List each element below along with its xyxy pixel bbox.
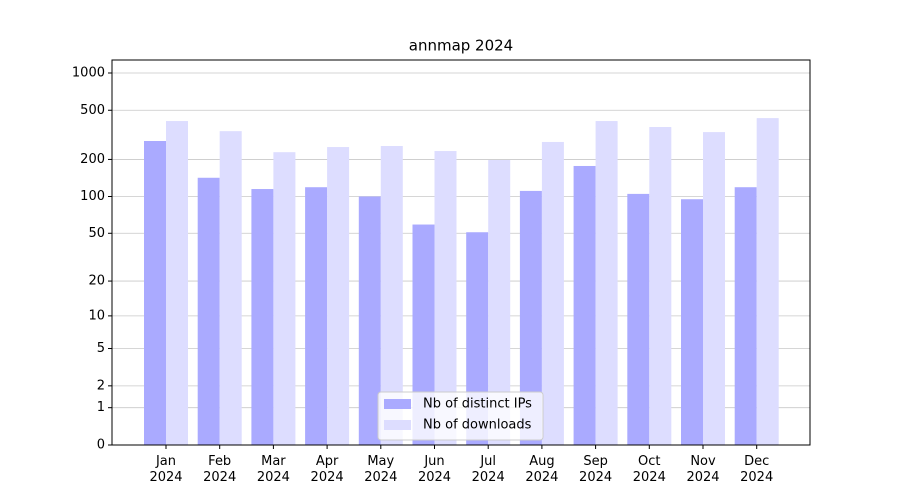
plot-frame [111, 59, 811, 446]
bar [541, 141, 564, 446]
y-tick-label: 5 [97, 341, 105, 356]
y-tick-label: 20 [88, 274, 105, 289]
bar [273, 152, 296, 445]
x-tick-label: Aug 2024 [525, 454, 558, 485]
legend-swatch [384, 420, 411, 430]
bar [595, 121, 618, 445]
bar [627, 193, 650, 445]
bar [434, 151, 457, 445]
bar [412, 224, 435, 445]
bar [358, 196, 381, 445]
x-tick-label: Jul 2024 [472, 454, 505, 485]
x-tick-label: Feb 2024 [203, 454, 236, 485]
y-tick-label: 1000 [72, 65, 105, 80]
bar [734, 187, 757, 445]
bar [380, 145, 403, 445]
bar [219, 131, 242, 445]
bar [305, 187, 328, 445]
y-tick-label: 200 [80, 152, 105, 167]
legend-label: Nb of distinct IPs [423, 397, 532, 412]
bar [703, 132, 725, 445]
bar [488, 159, 511, 445]
legend-swatch [384, 399, 411, 409]
bar [681, 199, 703, 445]
y-tick-label: 2 [97, 378, 105, 393]
bar [251, 189, 274, 445]
bar [197, 177, 220, 446]
bar [649, 127, 672, 445]
x-tick-label: May 2024 [364, 454, 397, 485]
x-tick-label: Sep 2024 [579, 454, 612, 485]
x-tick-label: Mar 2024 [257, 454, 290, 485]
y-tick-label: 100 [80, 189, 105, 204]
y-tick-label: 10 [88, 308, 105, 323]
bar [144, 141, 166, 445]
y-tick-label: 1 [97, 400, 105, 415]
bar [327, 147, 350, 445]
legend [377, 391, 544, 441]
legend-label: Nb of downloads [423, 418, 532, 433]
x-tick-label: Jun 2024 [418, 454, 451, 485]
bar [166, 121, 188, 445]
x-tick-label: Apr 2024 [311, 454, 344, 485]
bar [573, 165, 596, 445]
x-tick-label: Oct 2024 [633, 454, 666, 485]
y-tick-label: 0 [97, 438, 105, 453]
y-tick-label: 50 [88, 226, 105, 241]
bar [519, 190, 542, 445]
y-tick-label: 500 [80, 103, 105, 118]
chart-title: annmap 2024 [409, 37, 513, 55]
x-tick-label: Dec 2024 [740, 454, 773, 485]
bar [756, 118, 779, 445]
x-tick-label: Jan 2024 [149, 454, 182, 485]
x-tick-label: Nov 2024 [686, 454, 719, 485]
